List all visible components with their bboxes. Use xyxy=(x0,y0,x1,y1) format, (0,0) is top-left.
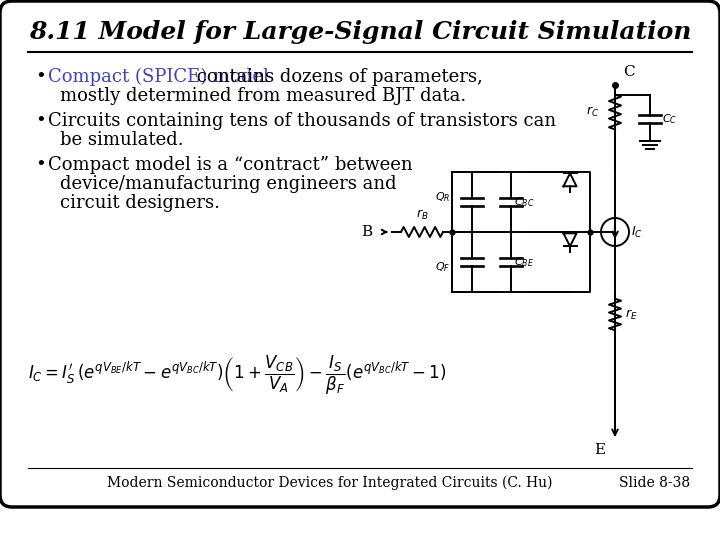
Text: $I_C = I_S^{\prime}\,(e^{qV_{BE}/kT} - e^{qV_{BC}/kT})\left(1 + \dfrac{V_{CB}}{V: $I_C = I_S^{\prime}\,(e^{qV_{BE}/kT} - e… xyxy=(28,353,446,396)
Text: E: E xyxy=(594,443,605,457)
Text: $Q_F$: $Q_F$ xyxy=(435,260,450,274)
Text: $Q_R$: $Q_R$ xyxy=(435,190,450,204)
Text: mostly determined from measured BJT data.: mostly determined from measured BJT data… xyxy=(60,87,467,105)
Text: 8.11 Model for Large-Signal Circuit Simulation: 8.11 Model for Large-Signal Circuit Simu… xyxy=(29,20,691,44)
Text: $r_B$: $r_B$ xyxy=(415,208,428,222)
Text: Modern Semiconductor Devices for Integrated Circuits (C. Hu): Modern Semiconductor Devices for Integra… xyxy=(107,476,553,490)
Text: contains dozens of parameters,: contains dozens of parameters, xyxy=(191,68,482,86)
Text: Circuits containing tens of thousands of transistors can: Circuits containing tens of thousands of… xyxy=(48,112,556,130)
Text: circuit designers.: circuit designers. xyxy=(60,194,220,212)
FancyBboxPatch shape xyxy=(0,1,720,507)
Text: $C_{BC}$: $C_{BC}$ xyxy=(514,195,534,209)
Text: $C_{BE}$: $C_{BE}$ xyxy=(514,255,534,269)
Text: C: C xyxy=(623,65,634,79)
Text: be simulated.: be simulated. xyxy=(60,131,184,149)
Text: $r_C$: $r_C$ xyxy=(586,105,599,119)
Text: $r_E$: $r_E$ xyxy=(625,307,638,321)
Text: •: • xyxy=(35,68,46,86)
Text: $C_C$: $C_C$ xyxy=(662,112,677,126)
Text: B: B xyxy=(361,225,372,239)
Text: Compact (SPICE) model: Compact (SPICE) model xyxy=(48,68,269,86)
Text: Compact model is a “contract” between: Compact model is a “contract” between xyxy=(48,156,413,174)
Text: •: • xyxy=(35,112,46,130)
Text: •: • xyxy=(35,156,46,174)
Text: Slide 8-38: Slide 8-38 xyxy=(619,476,690,490)
Text: $I_C$: $I_C$ xyxy=(631,225,643,240)
Text: device/manufacturing engineers and: device/manufacturing engineers and xyxy=(60,175,397,193)
